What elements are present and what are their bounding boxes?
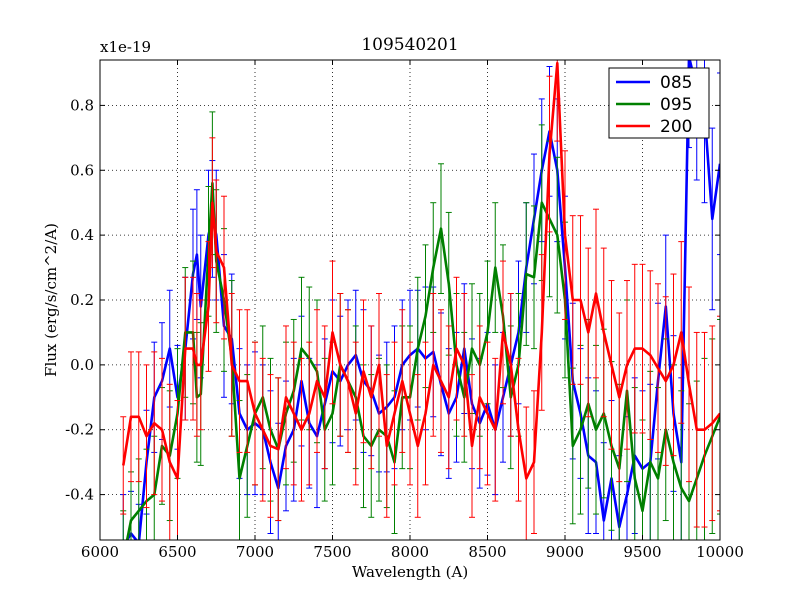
x-tick-label: 7000 [236,543,274,561]
legend-label-200: 200 [660,117,692,137]
x-tick-label: 8500 [468,543,506,561]
y-tick-label: 0.6 [70,161,94,179]
x-axis-label: Wavelength (A) [352,563,468,581]
series-line-200 [122,61,720,480]
x-tick-label: 6000 [81,543,119,561]
y-axis-label: Flux (erg/s/cm^2/A) [42,223,60,377]
y-tick-label: -0.4 [65,486,94,504]
x-tick-label: 10000 [696,543,744,561]
y-tick-label: 0.8 [70,96,94,114]
y-tick-label: 0.4 [70,226,94,244]
x-tick-label: 8000 [391,543,429,561]
series-200 [120,60,720,540]
x-tick-label: 9000 [546,543,584,561]
y-tick-label: 0.0 [70,356,94,374]
y-offset-label: x1e-19 [100,38,151,56]
y-tick-label: -0.2 [65,421,94,439]
plot-frame [99,59,721,541]
x-tick-label: 7500 [313,543,351,561]
x-tick-label: 9500 [623,543,661,561]
series-group [120,60,720,540]
legend-label-085: 085 [660,73,692,93]
chart-title: 109540201 [361,35,458,55]
x-tick-label: 6500 [158,543,196,561]
series-line-095 [125,181,720,540]
y-tick-label: 0.2 [70,291,94,309]
axes: 6000 6500 7000 7500 8000 8500 9000 9500 10000 -0.… [65,60,744,561]
legend-label-095: 095 [660,95,692,115]
